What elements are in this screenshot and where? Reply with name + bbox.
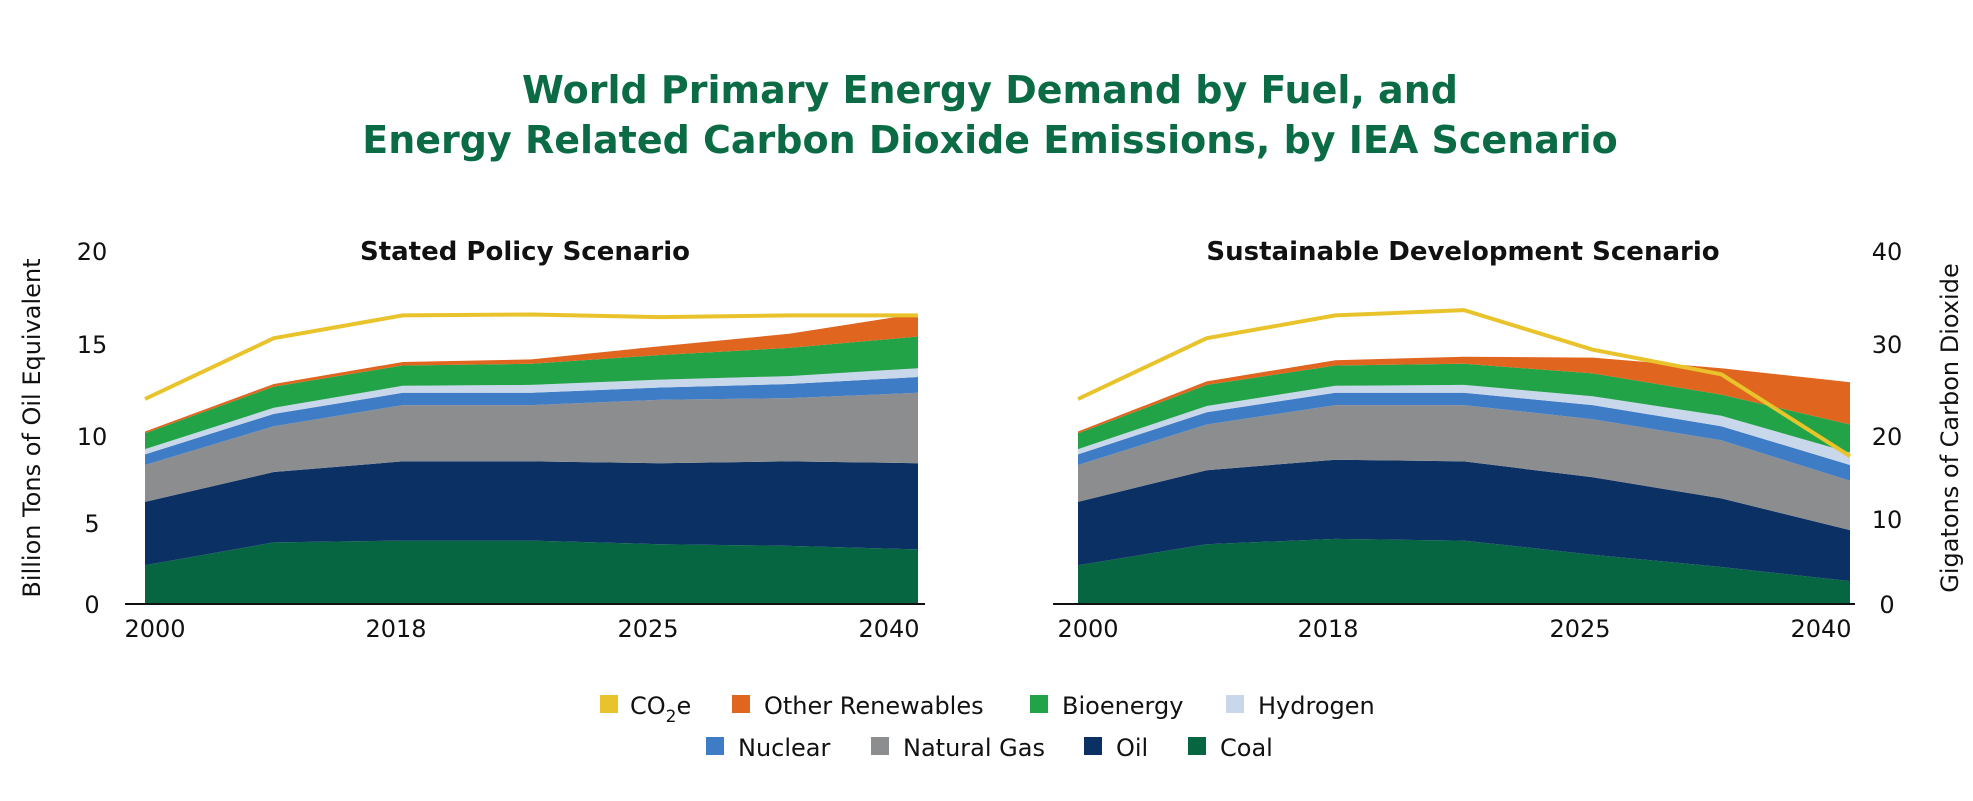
right-y-ticks: 0 10 20 30 40 [1872,238,1903,619]
legend-swatch-oil [1084,737,1102,755]
co2-line [144,312,918,401]
area-bioenergy [1078,363,1850,453]
left-y-ticks: 0 5 10 15 20 [77,238,108,619]
x-tick-label: 2025 [1549,615,1610,643]
left-tick-label: 10 [77,423,108,451]
chart-title-line-2: Energy Related Carbon Dioxide Emissions,… [362,118,1618,162]
legend-label-gas: Natural Gas [903,734,1045,762]
area-hydrogen [145,368,918,455]
panel-title-sustainable-development: Sustainable Development Scenario [1206,237,1719,267]
chart-title-line-1: World Primary Energy Demand by Fuel, and [522,68,1458,112]
x-ticks-left-panel: 2000 2018 2025 2040 [124,615,919,643]
right-tick-label: 20 [1872,423,1903,451]
area-nuclear [145,377,918,465]
legend-label-oil: Oil [1116,734,1148,762]
right-tick-label: 40 [1872,238,1903,266]
plot-sustainable-development [1077,308,1852,604]
legend-co2-main: CO [630,692,666,720]
x-tick-label: 2040 [858,615,919,643]
area-renewables [1078,356,1850,434]
left-axis-label: Billion Tons of Oil Equivalent [18,258,46,597]
x-tick-label: 2000 [124,615,185,643]
area-gas [1078,405,1850,531]
right-tick-label: 0 [1879,591,1894,619]
legend-swatch-renewables [732,695,750,713]
legend-swatch-bioenergy [1030,695,1048,713]
x-ticks-right-panel: 2000 2018 2025 2040 [1057,615,1851,643]
legend-swatch-coal [1188,737,1206,755]
legend-co2-tail: e [676,692,691,720]
area-coal [145,540,918,604]
x-tick-label: 2018 [1297,615,1358,643]
co2-line [1077,308,1852,458]
legend-label-nuclear: Nuclear [738,734,831,762]
area-oil [145,461,918,566]
legend-swatch-hydrogen [1226,695,1244,713]
area-renewables [145,313,918,434]
right-tick-label: 30 [1872,331,1903,359]
area-nuclear [1078,392,1850,481]
panel-title-stated-policy: Stated Policy Scenario [360,237,690,267]
x-tick-label: 2018 [365,615,426,643]
plot-stated-policy [144,312,918,604]
right-axis-label: Gigatons of Carbon Dioxide [1936,263,1964,592]
left-tick-label: 5 [84,510,99,538]
area-gas [145,392,918,502]
x-tick-label: 2040 [1790,615,1851,643]
area-coal [1078,538,1850,604]
area-oil [1078,459,1850,582]
legend-swatch-co2 [600,695,618,713]
left-tick-label: 20 [77,238,108,266]
x-tick-label: 2000 [1057,615,1118,643]
legend: CO2e Other Renewables Bioenergy Hydrogen… [600,692,1375,762]
legend-label-co2: CO2e [630,692,691,727]
legend-label-coal: Coal [1220,734,1273,762]
legend-co2-sub: 2 [666,707,677,727]
area-bioenergy [145,336,918,450]
right-tick-label: 10 [1872,506,1903,534]
left-tick-label: 15 [77,331,108,359]
x-tick-label: 2025 [617,615,678,643]
legend-label-renewables: Other Renewables [764,692,984,720]
legend-swatch-gas [871,737,889,755]
legend-label-bioenergy: Bioenergy [1062,692,1183,720]
legend-label-hydrogen: Hydrogen [1258,692,1375,720]
left-tick-label: 0 [84,591,99,619]
legend-swatch-nuclear [706,737,724,755]
